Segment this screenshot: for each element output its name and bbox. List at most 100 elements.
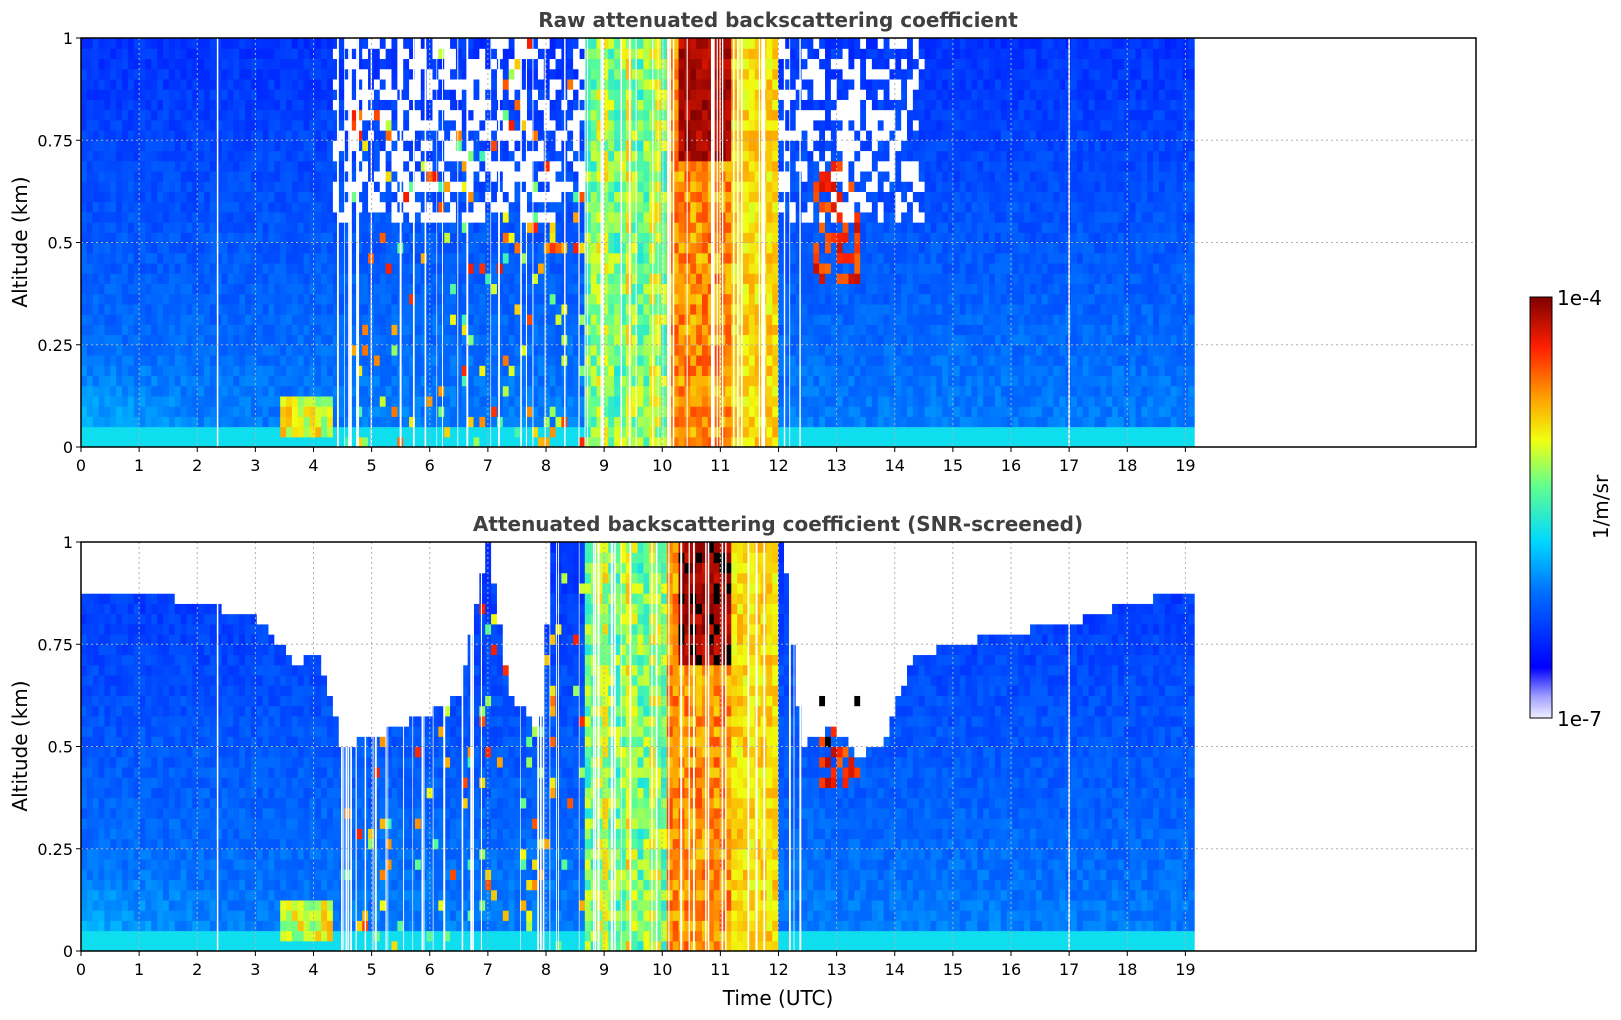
heatmap-cell: [496, 201, 504, 213]
heatmap-cell: [409, 109, 416, 121]
heatmap-cell: [537, 140, 545, 152]
heatmap-cell: [163, 181, 170, 192]
heatmap-cell: [332, 293, 340, 305]
heatmap-cell: [186, 426, 193, 438]
heatmap-cell: [795, 150, 803, 162]
heatmap-cell: [133, 140, 141, 152]
heatmap-cell: [596, 344, 603, 356]
heatmap-cell: [784, 109, 791, 121]
heatmap-cell: [737, 283, 744, 295]
heatmap-cell: [127, 314, 135, 325]
heatmap-cell: [338, 406, 346, 417]
heatmap-cell: [678, 436, 686, 447]
heatmap-cell: [81, 303, 88, 315]
heatmap-cell: [168, 68, 176, 80]
heatmap-cell: [537, 303, 545, 315]
heatmap-cell: [209, 283, 217, 295]
heatmap-cell: [766, 314, 773, 325]
heatmap-cell: [327, 191, 334, 203]
heatmap-cell: [537, 160, 545, 172]
heatmap-cell: [444, 119, 451, 131]
heatmap-cell: [186, 375, 193, 387]
heatmap-cell: [672, 273, 680, 284]
heatmap-cell: [315, 181, 322, 192]
heatmap-cell: [596, 242, 603, 254]
heatmap-cell: [602, 232, 609, 244]
heatmap-cell: [104, 426, 111, 438]
heatmap-cell: [614, 252, 621, 264]
heatmap-cell: [274, 89, 281, 100]
heatmap-cell: [414, 354, 422, 366]
heatmap-cell: [168, 406, 176, 417]
heatmap-cell: [332, 252, 340, 264]
heatmap-cell: [215, 334, 223, 346]
heatmap-cell: [256, 170, 264, 182]
heatmap-cell: [491, 365, 498, 377]
heatmap-cell: [596, 436, 603, 447]
heatmap-cell: [526, 38, 533, 49]
heatmap-cell: [122, 406, 129, 417]
heatmap-cell: [508, 395, 516, 407]
heatmap-cell: [743, 293, 750, 305]
heatmap-cell: [86, 99, 94, 111]
heatmap-cell: [461, 293, 469, 305]
heatmap-cell: [508, 99, 516, 111]
heatmap-cell: [795, 344, 803, 356]
heatmap-cell: [215, 303, 223, 315]
heatmap-cell: [807, 375, 814, 387]
heatmap-cell: [168, 170, 176, 182]
heatmap-cell: [409, 344, 416, 356]
heatmap-cell: [198, 395, 205, 407]
heatmap-cell: [672, 58, 680, 70]
heatmap-cell: [772, 99, 779, 111]
heatmap-cell: [619, 78, 627, 90]
heatmap-cell: [250, 303, 258, 315]
heatmap-cell: [643, 58, 650, 70]
heatmap-cell: [455, 262, 463, 274]
heatmap-cell: [139, 385, 147, 397]
heatmap-cell: [754, 78, 762, 90]
heatmap-cell: [362, 395, 369, 407]
heatmap-cell: [450, 191, 457, 203]
heatmap-cell: [350, 416, 357, 428]
heatmap-cell: [450, 232, 457, 244]
heatmap-cell: [122, 365, 129, 377]
heatmap-cell: [532, 314, 539, 325]
heatmap-cell: [338, 48, 346, 60]
heatmap-cell: [204, 160, 211, 172]
heatmap-cell: [98, 406, 106, 417]
heatmap-cell: [795, 426, 803, 438]
heatmap-cell: [110, 283, 117, 295]
heatmap-cell: [286, 395, 293, 407]
heatmap-cell: [104, 232, 111, 244]
heatmap-cell: [631, 89, 639, 100]
heatmap-cell: [631, 303, 639, 315]
heatmap-cell: [567, 109, 574, 121]
heatmap-cell: [321, 78, 328, 90]
heatmap-cell: [209, 89, 217, 100]
heatmap-cell: [772, 426, 779, 438]
heatmap-cell: [426, 140, 434, 152]
heatmap-cell: [567, 365, 574, 377]
heatmap-cell: [127, 354, 135, 366]
heatmap-cell: [98, 344, 106, 356]
heatmap-cell: [110, 211, 117, 223]
heatmap-cell: [356, 273, 363, 284]
heatmap-cell: [403, 109, 410, 121]
heatmap-cell: [110, 426, 117, 438]
heatmap-cell: [309, 426, 316, 438]
heatmap-cell: [614, 365, 621, 377]
heatmap-cell: [696, 78, 703, 90]
heatmap-cell: [168, 181, 176, 192]
heatmap-cell: [174, 150, 182, 162]
heatmap-cell: [543, 38, 551, 49]
heatmap-cell: [321, 416, 328, 428]
heatmap-cell: [578, 232, 586, 244]
heatmap-cell: [209, 365, 217, 377]
heatmap-cell: [133, 314, 141, 325]
heatmap-cell: [432, 58, 439, 70]
heatmap-cell: [227, 314, 234, 325]
heatmap-cell: [256, 119, 264, 131]
heatmap-cell: [286, 334, 293, 346]
heatmap-cell: [778, 170, 785, 182]
